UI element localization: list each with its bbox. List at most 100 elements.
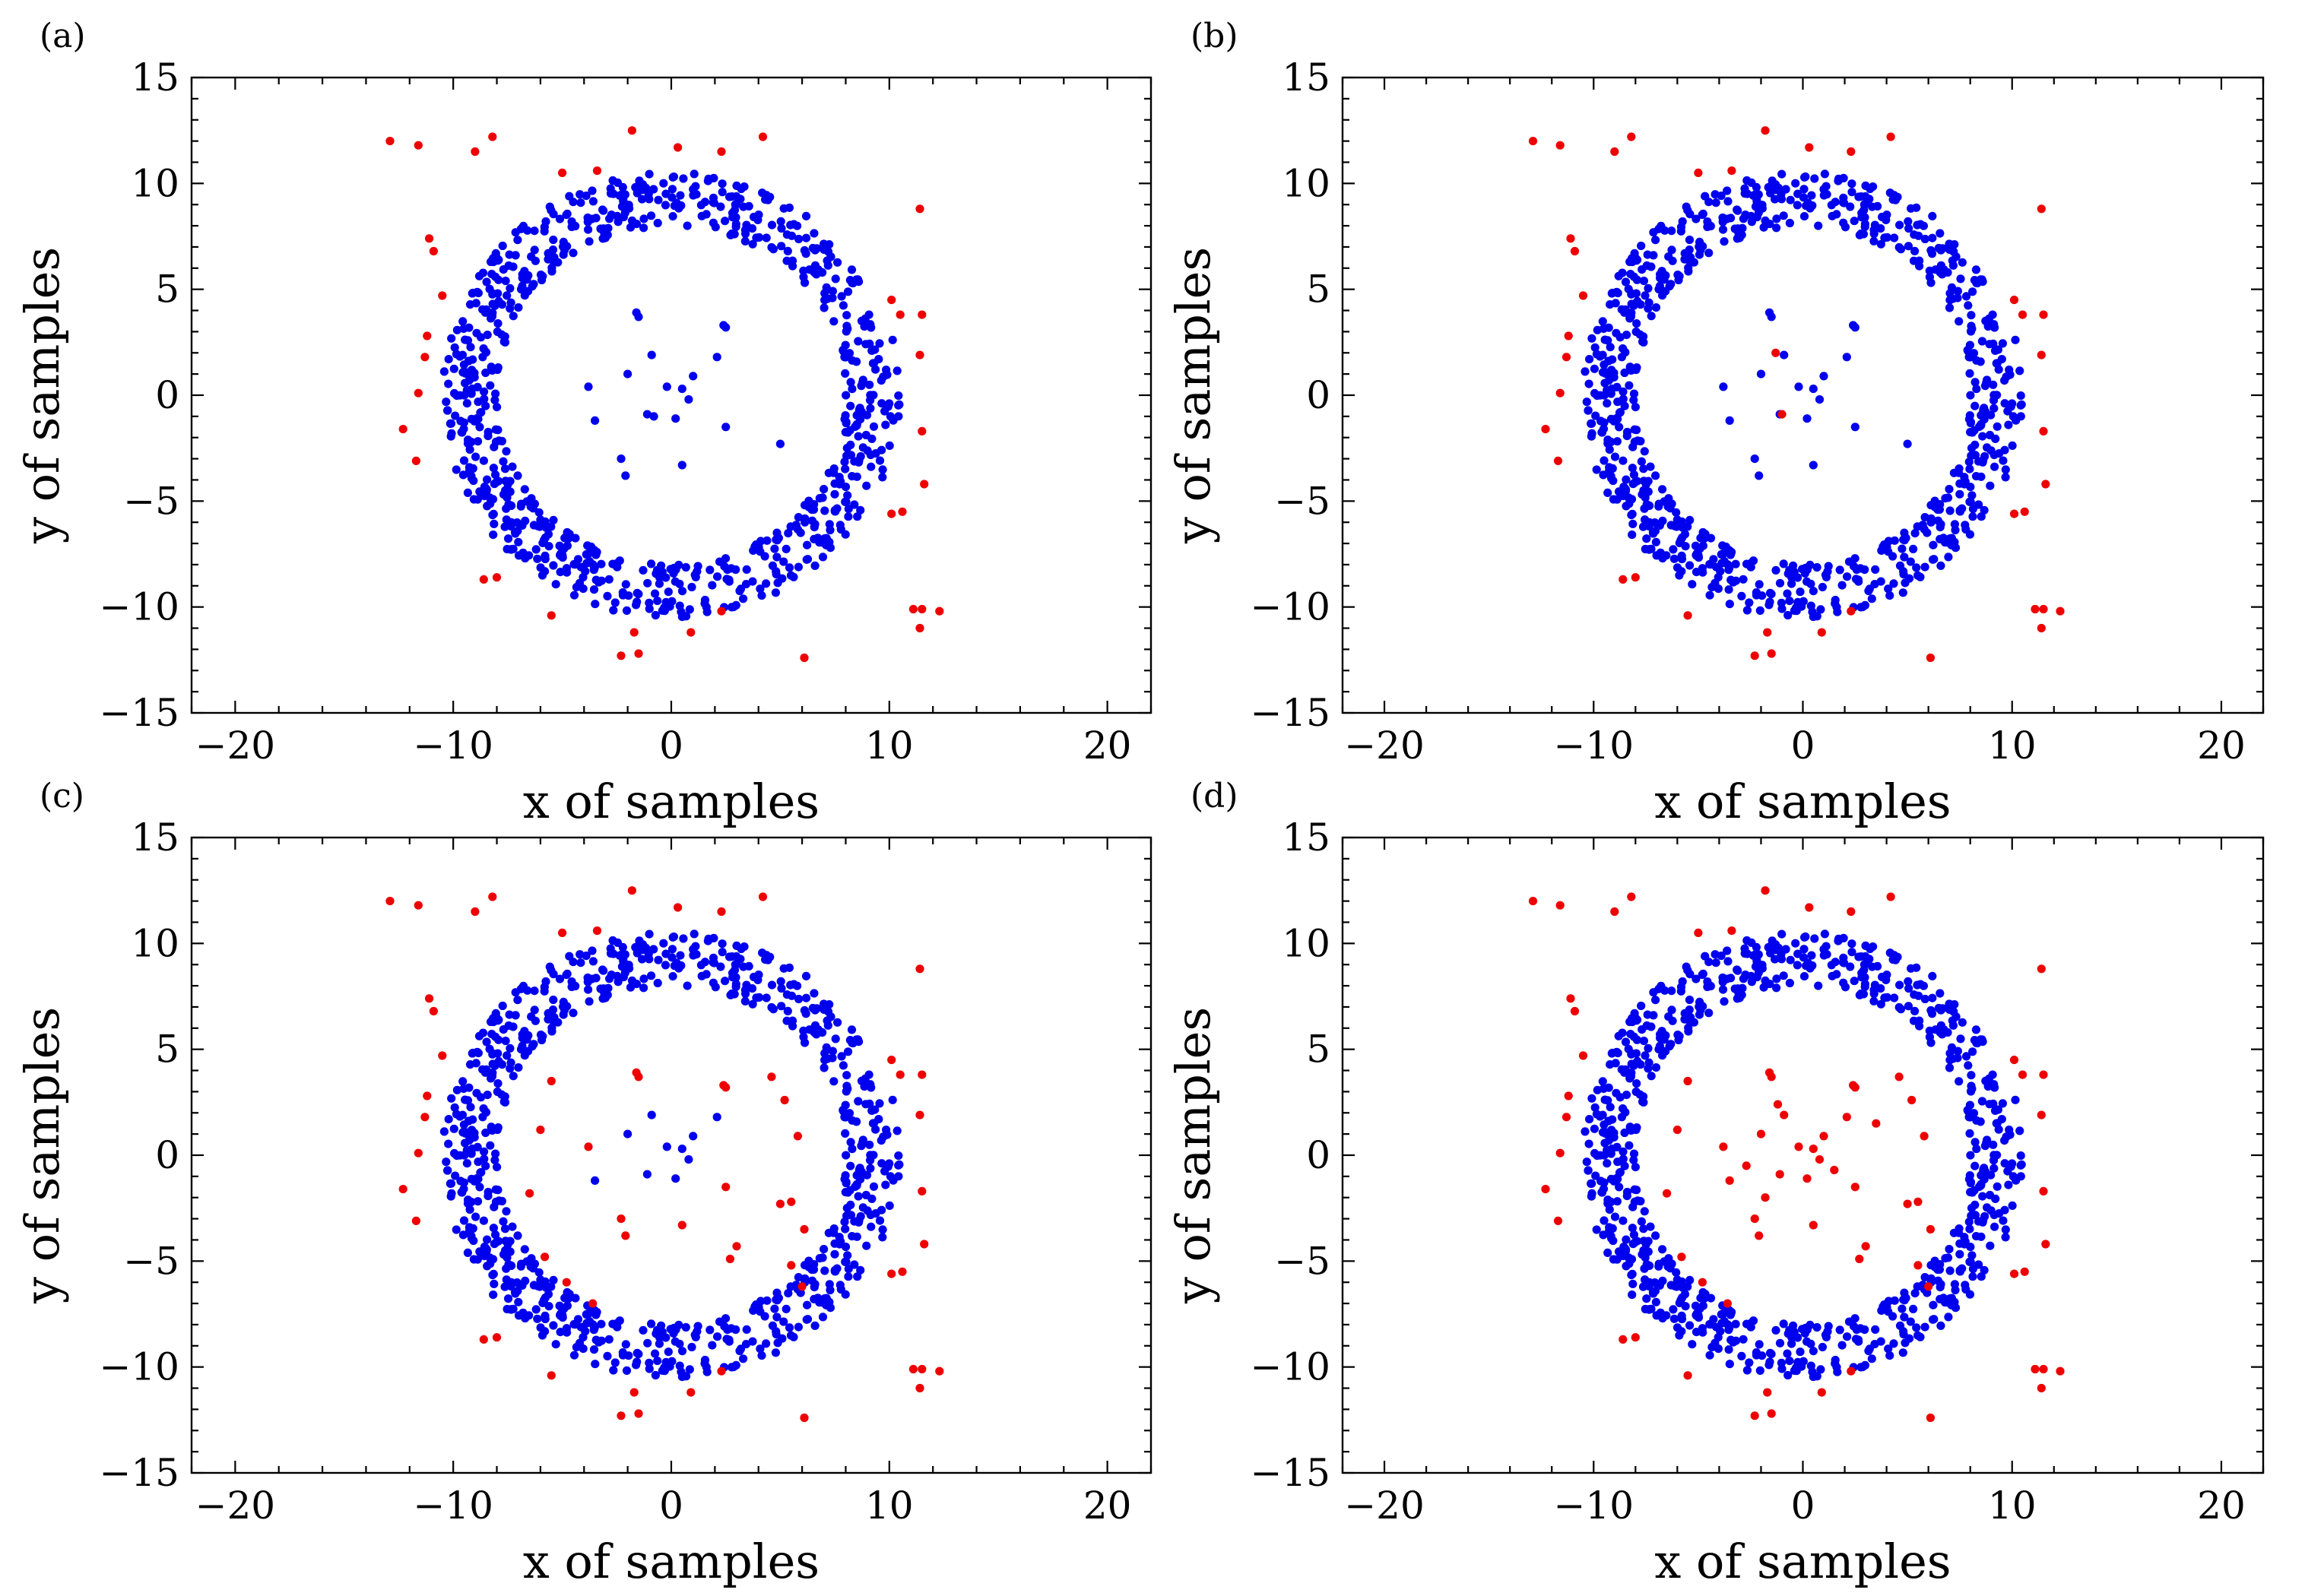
inlier-point	[1742, 1366, 1752, 1375]
inlier-point	[541, 1314, 550, 1324]
x-tick-label: 0	[1791, 724, 1815, 768]
inlier-point	[1615, 423, 1624, 432]
inlier-point	[739, 594, 748, 603]
y-tick-label: −10	[99, 1345, 179, 1389]
inlier-point	[677, 587, 687, 596]
inlier-point	[502, 447, 511, 456]
inlier-point	[841, 464, 850, 473]
inlier-point	[497, 330, 506, 339]
inlier-point	[550, 253, 559, 262]
inlier-point	[490, 301, 499, 310]
inlier-point	[1629, 1155, 1638, 1164]
inlier-point	[1730, 224, 1739, 233]
outlier-point	[1847, 147, 1856, 157]
inlier-point	[1955, 507, 1965, 516]
y-tick-label: −15	[99, 691, 179, 735]
inlier-point	[1945, 485, 1954, 494]
inlier-point	[748, 1337, 757, 1346]
inlier-point	[1955, 1267, 1965, 1276]
inlier-point	[1644, 1064, 1653, 1073]
inlier-point	[1667, 499, 1676, 508]
inlier-point	[1860, 200, 1869, 209]
inlier-point	[442, 1157, 451, 1167]
inlier-point	[514, 537, 523, 546]
inlier-point	[878, 1225, 887, 1234]
inlier-point	[731, 980, 740, 989]
inlier-point	[493, 403, 502, 412]
inlier-point	[491, 1149, 500, 1158]
inlier-point	[1890, 536, 1899, 545]
inlier-point	[741, 989, 750, 999]
inlier-point	[520, 1245, 529, 1254]
inlier-point	[1612, 1047, 1622, 1056]
inlier-point	[1590, 1103, 1600, 1112]
inlier-point	[852, 420, 861, 429]
inlier-point	[801, 249, 810, 258]
inlier-point	[540, 983, 549, 992]
inlier-point	[659, 179, 668, 188]
inlier-point	[1945, 289, 1955, 298]
inlier-point	[521, 1276, 530, 1285]
inlier-point	[506, 304, 515, 313]
inlier-point	[1633, 1196, 1642, 1205]
outlier-point	[1775, 1170, 1784, 1179]
x-axis-label: x of samples	[1654, 1534, 1951, 1589]
outlier-point	[414, 901, 423, 910]
inlier-point	[1926, 501, 1936, 510]
inlier-point	[840, 415, 849, 424]
outlier-point	[1698, 1278, 1707, 1287]
inlier-point	[476, 408, 485, 417]
inlier-point	[502, 515, 511, 524]
panel-label: (d)	[1191, 777, 1238, 815]
inlier-point	[1598, 1077, 1607, 1086]
inlier-point	[810, 1283, 819, 1292]
outlier-point	[2037, 1383, 2046, 1393]
inlier-point	[847, 1025, 857, 1034]
inlier-point	[625, 204, 634, 213]
y-tick-label: −15	[1250, 691, 1330, 735]
outlier-point	[414, 388, 423, 397]
inlier-point	[1850, 217, 1859, 226]
inlier-point	[467, 1174, 476, 1183]
inlier-point	[549, 236, 558, 245]
inlier-point	[1969, 1109, 1979, 1118]
inlier-point	[491, 249, 500, 258]
inlier-point	[788, 1021, 797, 1031]
inlier-point	[1628, 1240, 1638, 1249]
inlier-point	[458, 1110, 468, 1119]
inlier-point	[1669, 545, 1678, 554]
inlier-point	[1605, 1223, 1614, 1232]
inlier-point	[820, 999, 829, 1009]
inlier-point	[1967, 1251, 1977, 1260]
inlier-point	[741, 580, 751, 589]
outlier-point	[2018, 310, 2028, 319]
inlier-point	[1691, 974, 1701, 983]
outlier-point	[2056, 1366, 2065, 1376]
inlier-point	[1785, 978, 1794, 988]
inlier-point	[679, 174, 688, 183]
inlier-point	[439, 1127, 449, 1136]
y-tick-label: 15	[1282, 815, 1330, 860]
inlier-point	[735, 586, 744, 596]
inlier-point	[1986, 481, 1995, 490]
inlier-point	[563, 209, 572, 218]
inlier-point	[449, 1124, 458, 1133]
inlier-point	[1953, 1053, 1962, 1062]
inlier-point	[643, 1338, 652, 1347]
inlier-point	[443, 1166, 452, 1175]
inlier-point	[877, 1205, 886, 1214]
inlier-point	[598, 965, 607, 974]
inlier-point	[1967, 491, 1977, 500]
outlier-point	[1886, 892, 1895, 901]
inlier-point	[671, 414, 680, 423]
inlier-point	[1603, 1096, 1612, 1105]
outlier-point	[800, 1224, 809, 1234]
outlier-point	[1819, 1132, 1828, 1141]
inlier-point	[657, 1321, 666, 1330]
inlier-point	[770, 544, 779, 553]
inlier-point	[1584, 406, 1593, 415]
x-tick-label: −20	[1344, 1484, 1425, 1528]
inlier-point	[1928, 993, 1937, 1002]
outlier-point	[634, 649, 643, 658]
outlier-point	[1756, 1129, 1766, 1138]
